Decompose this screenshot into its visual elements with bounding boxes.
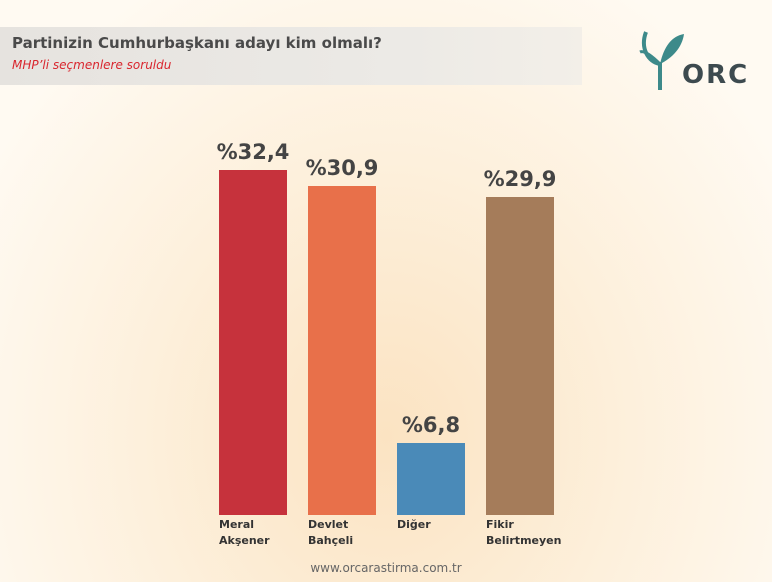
value-label: %30,9 xyxy=(305,155,379,180)
x-tick-label: Meral Akşener xyxy=(219,518,270,547)
chart-subtitle: MHP’li seçmenlere soruldu xyxy=(12,58,172,72)
value-label: %32,4 xyxy=(216,139,290,164)
bar xyxy=(219,169,287,515)
value-label: %29,9 xyxy=(483,166,557,191)
logo-icon xyxy=(639,31,684,90)
x-tick-label: Devlet Bahçeli xyxy=(308,518,354,547)
bar xyxy=(486,196,554,515)
chart-title: Partinizin Cumhurbaşkanı adayı kim olmal… xyxy=(12,34,382,52)
x-tick-label: Fikir Belirtmeyen xyxy=(486,518,562,547)
header-band: Partinizin Cumhurbaşkanı adayı kim olmal… xyxy=(0,27,582,85)
bar xyxy=(397,442,465,515)
x-tick-label: Diğer xyxy=(397,518,431,531)
value-label: %6,8 xyxy=(401,412,461,437)
bar xyxy=(308,185,376,515)
website: www.orcarastirma.com.tr xyxy=(310,561,462,575)
logo-text: ORC xyxy=(682,60,750,90)
